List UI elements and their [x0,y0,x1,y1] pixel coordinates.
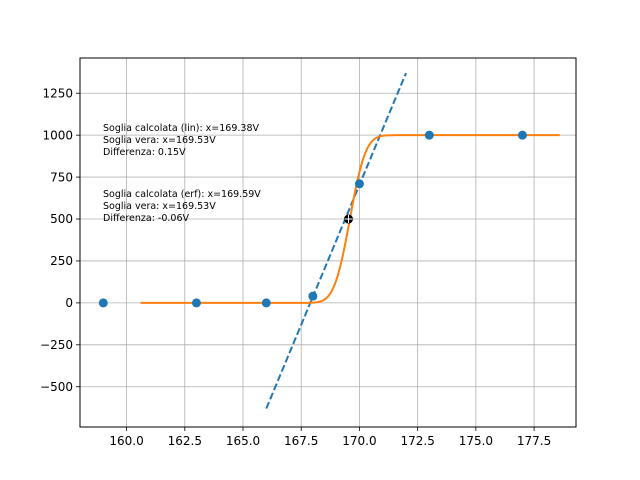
annotation-line: Differenza: 0.15V [103,147,186,158]
x-tick-label: 175.0 [459,434,493,448]
x-tick-label: 167.5 [284,434,318,448]
x-tick-label: 177.5 [517,434,551,448]
y-tick-label: 750 [50,170,73,184]
y-tick-label: −500 [40,380,73,394]
y-tick-label: 0 [65,296,73,310]
annotation-line: Soglia vera: x=169.53V [103,201,216,212]
data-point [261,298,271,308]
x-tick-label: 162.5 [168,434,202,448]
axes-frame [79,57,577,428]
y-tick-label: 500 [50,212,73,226]
annotation-line: Soglia calcolata (lin): x=169.38V [103,123,259,134]
y-tick-label: 1250 [42,86,73,100]
annotation-line: Soglia vera: x=169.53V [103,135,216,146]
x-tick-label: 165.0 [226,434,260,448]
y-tick-label: 1000 [42,128,73,142]
x-axis: 160.0 162.5 165.0 167.5 170.0 172.5 175.0 177.5 [109,427,551,448]
linear-fit-line [265,72,407,409]
x-tick-label: 172.5 [400,434,434,448]
grid [80,58,576,427]
data-point [424,130,434,140]
data-point [98,298,108,308]
y-tick-label: 250 [50,254,73,268]
data-point [191,298,201,308]
y-axis: −500 −250 0 250 500 750 1000 1250 [40,86,80,394]
annotation-line: Soglia calcolata (erf): x=169.59V [103,189,261,200]
y-tick-label: −250 [40,338,73,352]
x-tick-label: 170.0 [342,434,376,448]
data-point [354,179,364,189]
data-point [517,130,527,140]
data-point [308,291,318,301]
plot-area [98,72,560,409]
x-tick-label: 160.0 [109,434,143,448]
annotations: Soglia calcolata (lin): x=169.38VSoglia … [103,123,261,224]
annotation-line: Differenza: -0.06V [103,213,190,224]
